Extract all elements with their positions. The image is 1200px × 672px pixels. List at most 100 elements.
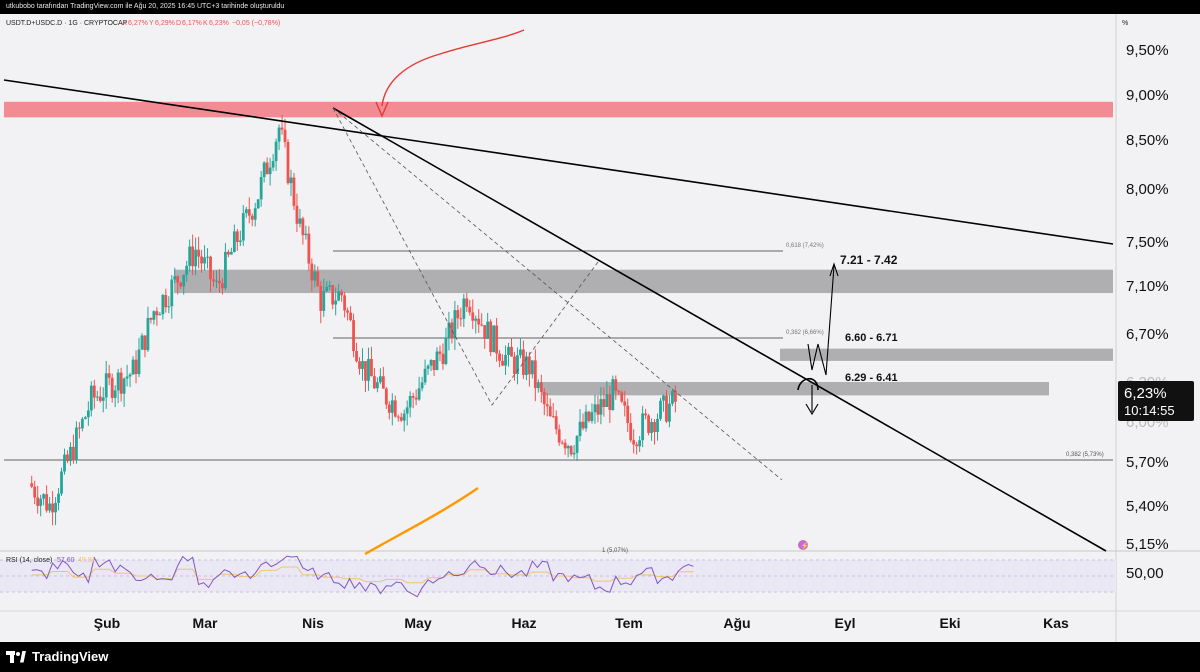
candle-body [602,399,606,407]
candle-body [83,417,87,419]
candle-body [414,397,418,400]
projection-path [807,265,835,376]
candle-body [134,359,138,375]
candle-body [256,199,260,209]
candle-body [54,502,57,513]
candle-body [158,314,162,316]
drawings-layer [3,29,1114,556]
candle-body [63,454,66,472]
candle-body [444,337,448,365]
chart-canvas[interactable]: USDT.D+USDC.D · 1G · CRYPTOCAP A 6,27% Y… [0,14,1200,642]
candle-body [376,382,379,389]
candle-body [614,379,618,391]
price-tick-label: 9,00% [1126,87,1169,104]
tradingview-logo[interactable]: TradingView [6,649,108,664]
candle-body [557,429,561,443]
price-tick-label: 5,40% [1126,498,1169,515]
candle-body [241,213,245,241]
candle-body [650,422,653,433]
candle-body [548,406,552,417]
candle-body [516,355,519,374]
candle-body [474,318,478,321]
candle-body [173,276,177,280]
candle-body [441,353,445,365]
candle-body [292,177,296,206]
ohlc-d-label: D [176,20,181,27]
candle-body [411,396,415,398]
candle-body [235,231,239,243]
candle-body [215,280,218,282]
candle-body [507,346,510,355]
candle-body [101,397,105,401]
candle-body [250,215,254,220]
candle-body [227,251,230,255]
candle-body [447,322,451,338]
rsi-line [31,555,694,598]
current-price-badge [1118,381,1194,421]
candle-body [483,325,487,339]
countdown-label: 10:14:55 [1124,403,1175,418]
candle-body [143,335,147,351]
candle-body [593,404,597,413]
candle-body [513,356,516,374]
candle-body [438,351,442,354]
candle-body [530,360,534,375]
candle-body [262,162,266,178]
candle-body [423,368,427,383]
candle-body [635,444,639,447]
price-axis[interactable]: 9,50%9,00%8,50%8,00%7,50%7,10%6,70%6,29%… [1126,42,1169,553]
tradingview-logo-icon [6,650,26,663]
rsi-ma-value: 49,81 [78,557,96,564]
fib-diagonal [332,107,783,481]
candle-body [304,233,308,236]
ohlc-change: −0,05 (−0,78%) [232,20,280,27]
candle-body [581,421,585,429]
ohlc-k-label: K [203,20,208,27]
candle-body [72,446,75,461]
candle-body [238,240,242,243]
chart-panel[interactable]: USDT.D+USDC.D · 1G · CRYPTOCAP A 6,27% Y… [0,14,1200,642]
candle-body [554,416,558,430]
ohlc-k-value: 6,23% [209,20,229,27]
candle-body [319,285,323,311]
candle-body [542,391,546,405]
trendline-short [332,107,1107,552]
candle-body [104,373,108,398]
candle-body [125,376,129,379]
time-tick-label: Tem [615,615,643,631]
candle-body [471,312,475,321]
candle-body [587,411,591,421]
event-marker-icon[interactable] [798,540,808,550]
candle-body [98,396,102,401]
candle-body [259,177,263,200]
candle-body [387,404,391,413]
candle-body [66,454,69,462]
candle-body [584,411,588,429]
candle-body [78,427,81,429]
candle-body [30,483,34,487]
candle-body [80,418,84,429]
trendline-long [3,79,1114,245]
candle-body [408,396,412,408]
price-tick-label: 6,70% [1126,326,1169,343]
candle-body [501,360,504,366]
time-axis[interactable]: Şub Mar Nis May Haz Tem Ağu Eyl Eki Kas [94,615,1069,631]
candle-body [89,385,93,411]
candle-body [110,377,114,398]
candle-body [519,349,522,356]
symbol-label[interactable]: USDT.D+USDC.D · 1G · CRYPTOCAP [6,20,128,27]
candle-body [301,218,305,236]
rsi-title[interactable]: RSI (14, close) [6,557,52,564]
candle-body [459,318,463,320]
candle-body [370,358,373,377]
candle-body [656,418,659,432]
zone-label-mid: 6.60 - 6.71 [845,332,898,344]
candle-body [221,283,224,289]
candle-body [113,390,117,398]
candle-body [197,249,200,257]
candle-body [137,349,141,375]
candle-body [274,141,278,162]
candle-body [596,404,600,415]
candle-body [468,306,472,313]
